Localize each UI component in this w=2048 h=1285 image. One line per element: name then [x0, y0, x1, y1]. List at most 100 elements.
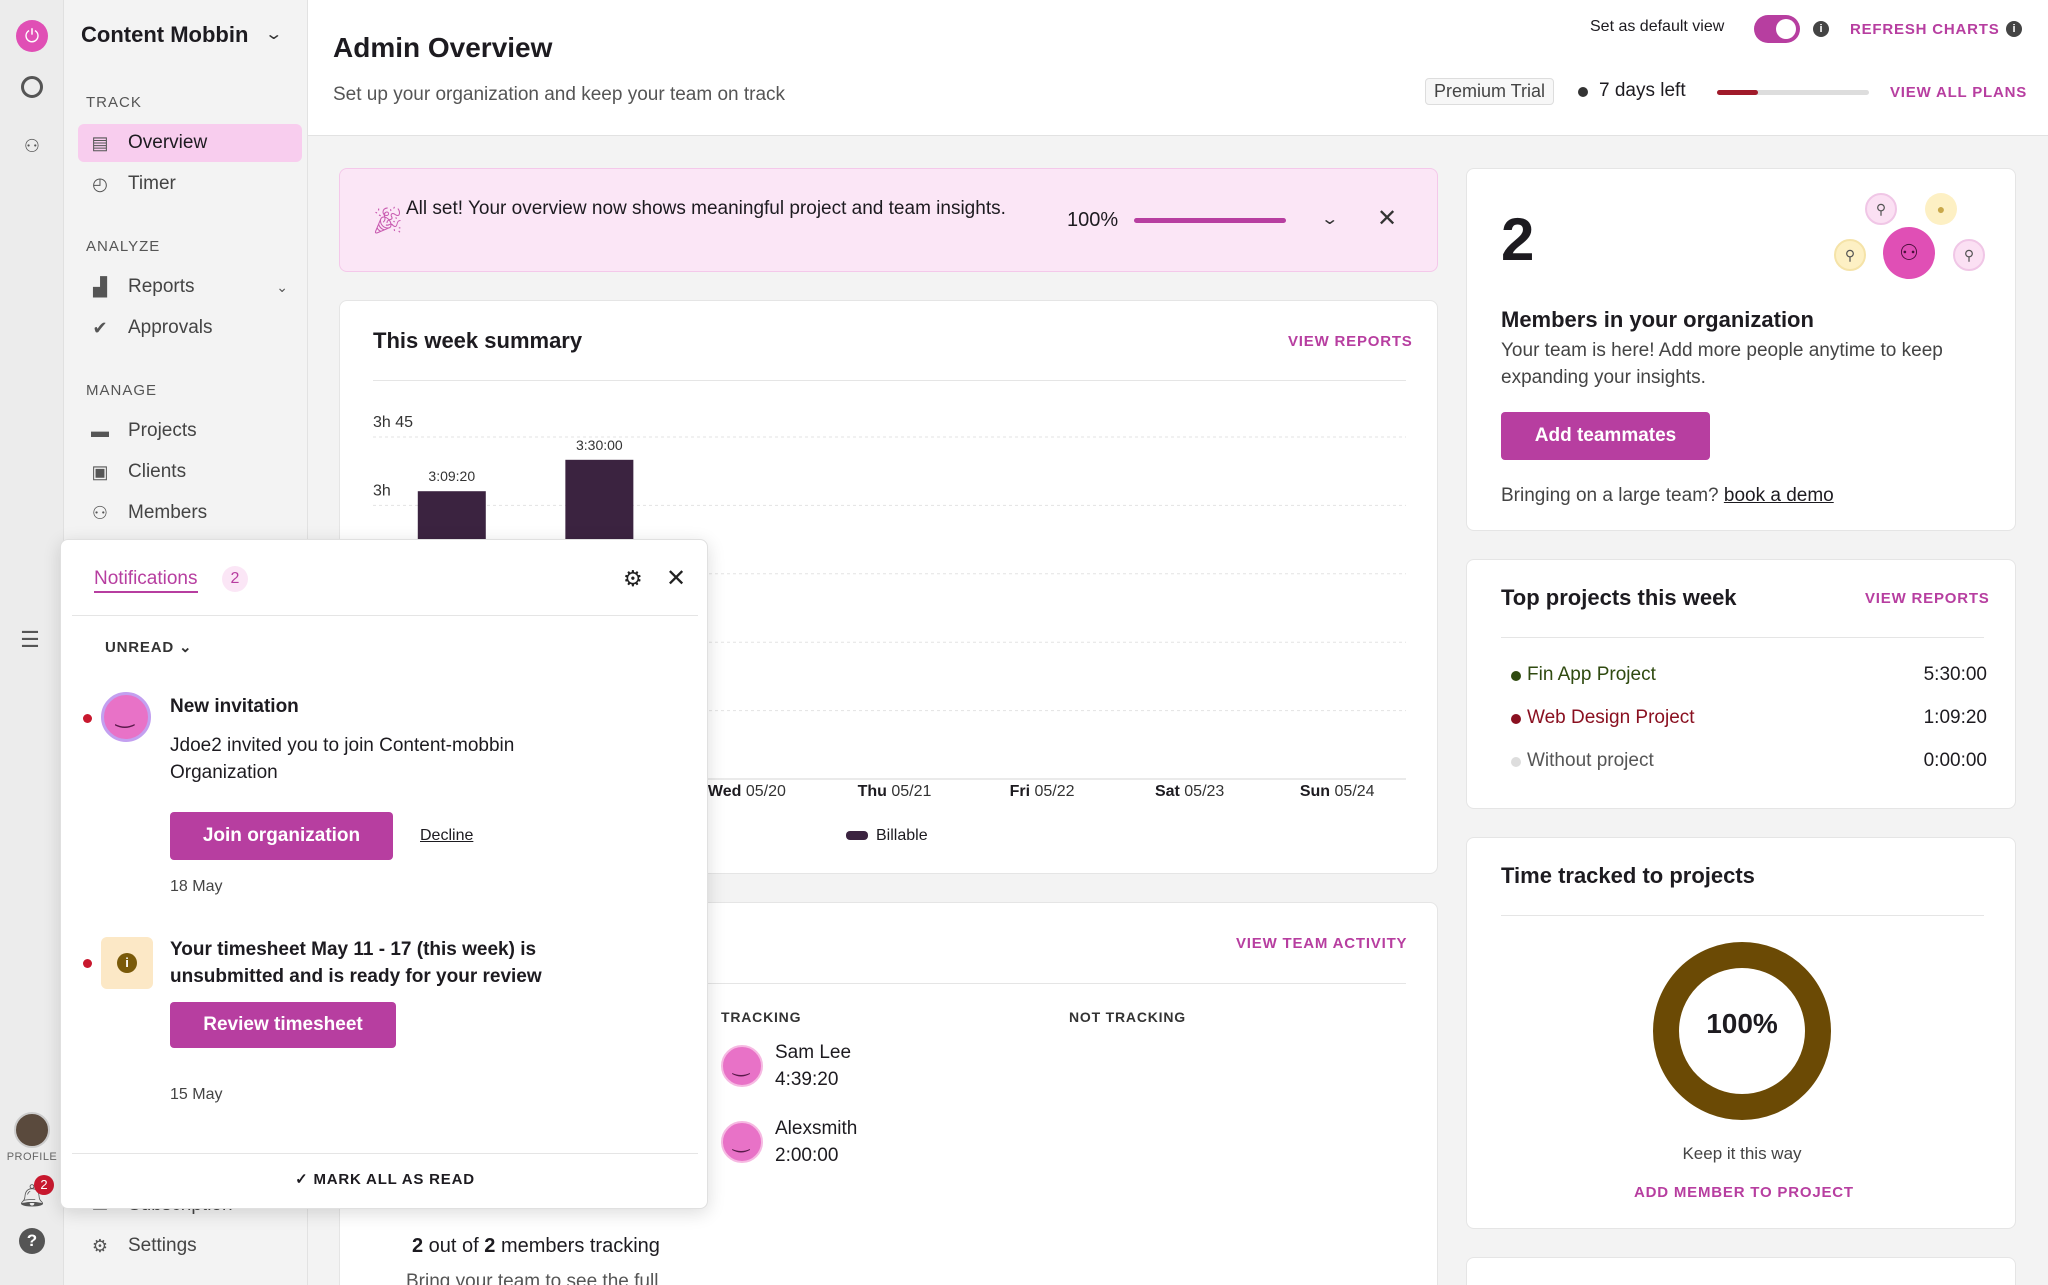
- notification-body: Jdoe2 invited you to join Content-mobbin…: [170, 735, 515, 783]
- card: [1466, 1257, 2016, 1285]
- sidebar-item-label: Timer: [128, 173, 176, 194]
- tracking-count: 2: [412, 1235, 424, 1257]
- profile-label: PROFILE: [6, 1151, 58, 1163]
- y-tick-label: 3h 45: [373, 414, 413, 431]
- avatar: ⚲: [1834, 239, 1866, 271]
- project-name: Without project: [1527, 750, 1654, 771]
- icon-rail: ⏻ ⚇ ☰ PROFILE 🔔︎ 2 ?: [0, 0, 64, 1285]
- avatar: [721, 1045, 763, 1087]
- member-time: 4:39:20: [775, 1069, 839, 1090]
- add-teammates-button[interactable]: Add teammates: [1501, 412, 1710, 460]
- data-label: 3:09:20: [428, 468, 475, 484]
- sidebar-item-timer[interactable]: ◴ Timer: [78, 165, 302, 203]
- collapse-sidebar-icon[interactable]: ☰: [20, 627, 40, 652]
- chevron-down-icon: ⌄: [276, 278, 288, 295]
- sidebar-item-approvals[interactable]: ✔ Approvals: [78, 309, 302, 347]
- divider: [1501, 637, 1984, 638]
- check-icon: ✓: [295, 1171, 309, 1188]
- member-time: 2:00:00: [775, 1145, 839, 1166]
- sidebar-item-label: Settings: [128, 1235, 197, 1256]
- sidebar-item-reports[interactable]: ▟ Reports ⌄: [78, 268, 302, 306]
- tracking-summary-mid: out of: [423, 1235, 485, 1257]
- view-reports-link[interactable]: VIEW REPORTS: [1865, 590, 1990, 607]
- notifications-popover: Notifications 2 ⚙ ✕ UNREAD ⌄ New invitat…: [60, 539, 708, 1209]
- view-all-plans-link[interactable]: VIEW ALL PLANS: [1890, 84, 2028, 101]
- view-reports-link[interactable]: VIEW REPORTS: [1288, 333, 1413, 350]
- party-popper-icon: 🎉︎: [371, 205, 405, 235]
- unread-filter-label: UNREAD: [105, 639, 174, 656]
- divider: [1501, 915, 1984, 916]
- divider: [373, 380, 1406, 381]
- view-team-activity-link[interactable]: VIEW TEAM ACTIVITY: [1236, 935, 1408, 952]
- gear-icon[interactable]: ⚙: [623, 566, 643, 591]
- notification-date: 18 May: [170, 878, 223, 895]
- sidebar-item-label: Overview: [128, 132, 208, 153]
- section-manage: MANAGE: [86, 382, 158, 399]
- plan-badge: Premium Trial: [1425, 78, 1555, 105]
- section-track: TRACK: [86, 94, 142, 111]
- avatar: ⚲: [1865, 193, 1897, 225]
- help-icon[interactable]: ?: [19, 1228, 45, 1254]
- project-row[interactable]: Fin App Project 5:30:00: [1511, 664, 1987, 686]
- members-card: 2 ⚲ ● ⚲ ⚇ ⚲ Members in your organization…: [1466, 168, 2016, 531]
- chevron-down-icon[interactable]: ⌄: [264, 26, 284, 43]
- sidebar-item-label: Approvals: [128, 317, 213, 338]
- close-icon[interactable]: ✕: [1377, 205, 1398, 232]
- y-tick-label: 3h: [373, 482, 391, 499]
- donut-caption: Keep it this way: [1682, 1144, 1802, 1163]
- mark-all-read-button[interactable]: ✓ MARK ALL AS READ: [61, 1170, 709, 1188]
- people-icon: ⚇: [1883, 227, 1935, 279]
- unread-dot: [83, 714, 92, 723]
- notification-badge: 2: [34, 1175, 54, 1195]
- avatar[interactable]: [14, 1112, 50, 1148]
- info-icon[interactable]: i: [1813, 21, 1829, 37]
- not-tracking-header: NOT TRACKING: [1069, 1009, 1186, 1025]
- tab-notifications[interactable]: Notifications: [94, 568, 198, 593]
- sidebar-item-projects[interactable]: ▬ Projects: [78, 412, 302, 450]
- review-timesheet-button[interactable]: Review timesheet: [170, 1002, 396, 1048]
- notification-count: 2: [222, 566, 248, 592]
- target-icon[interactable]: [21, 76, 43, 98]
- sidebar-item-overview[interactable]: ▤ Overview: [78, 124, 302, 162]
- sidebar-item-settings[interactable]: ⚙ Settings: [78, 1227, 302, 1265]
- avatar: ●: [1925, 193, 1957, 225]
- member-name: Alexsmith: [775, 1118, 858, 1139]
- project-name: Web Design Project: [1527, 707, 1695, 728]
- book-demo-link[interactable]: book a demo: [1723, 485, 1834, 506]
- default-view-toggle[interactable]: [1754, 15, 1800, 43]
- project-time: 0:00:00: [1923, 750, 1987, 771]
- project-row[interactable]: Without project 0:00:00: [1511, 750, 1987, 772]
- check-circle-icon: ✔: [92, 317, 108, 338]
- project-time: 5:30:00: [1923, 664, 1987, 685]
- gear-icon: ⚙: [91, 1235, 109, 1256]
- avatar: [101, 692, 151, 742]
- legend-swatch: [846, 831, 868, 840]
- time-tracked-card: Time tracked to projects 100% Keep it th…: [1466, 837, 2016, 1229]
- bring-team-label: Bringing on a large team?: [1501, 485, 1724, 506]
- notification-date: 15 May: [170, 1086, 223, 1103]
- people-icon[interactable]: ⚇: [23, 135, 41, 156]
- unread-filter[interactable]: UNREAD ⌄: [105, 638, 192, 656]
- sidebar-item-members[interactable]: ⚇ Members: [78, 494, 302, 532]
- time-tracked-title: Time tracked to projects: [1501, 863, 1755, 888]
- close-icon[interactable]: ✕: [666, 565, 687, 592]
- workspace-name[interactable]: Content Mobbin: [81, 22, 249, 47]
- add-member-to-project-link[interactable]: ADD MEMBER TO PROJECT: [1634, 1184, 1854, 1201]
- sidebar-item-label: Projects: [128, 420, 197, 441]
- refresh-charts-link[interactable]: REFRESH CHARTS: [1850, 21, 2000, 38]
- project-name: Fin App Project: [1527, 664, 1656, 685]
- divider: [72, 615, 698, 616]
- x-tick-label: Thu 05/21: [858, 783, 932, 800]
- members-title: Members in your organization: [1501, 307, 1814, 332]
- decline-link[interactable]: Decline: [420, 827, 474, 844]
- sidebar-item-clients[interactable]: ▣ Clients: [78, 453, 302, 491]
- join-organization-button[interactable]: Join organization: [170, 812, 393, 860]
- project-row[interactable]: Web Design Project 1:09:20: [1511, 707, 1987, 729]
- bar-chart-icon: ▟: [93, 276, 107, 297]
- trial-progress-bar: [1717, 90, 1869, 95]
- info-icon[interactable]: i: [2006, 21, 2022, 37]
- divider: [72, 1153, 698, 1154]
- power-icon[interactable]: ⏻: [16, 20, 48, 52]
- project-dot: [1511, 714, 1521, 724]
- chevron-down-icon[interactable]: ⌄: [1320, 211, 1340, 228]
